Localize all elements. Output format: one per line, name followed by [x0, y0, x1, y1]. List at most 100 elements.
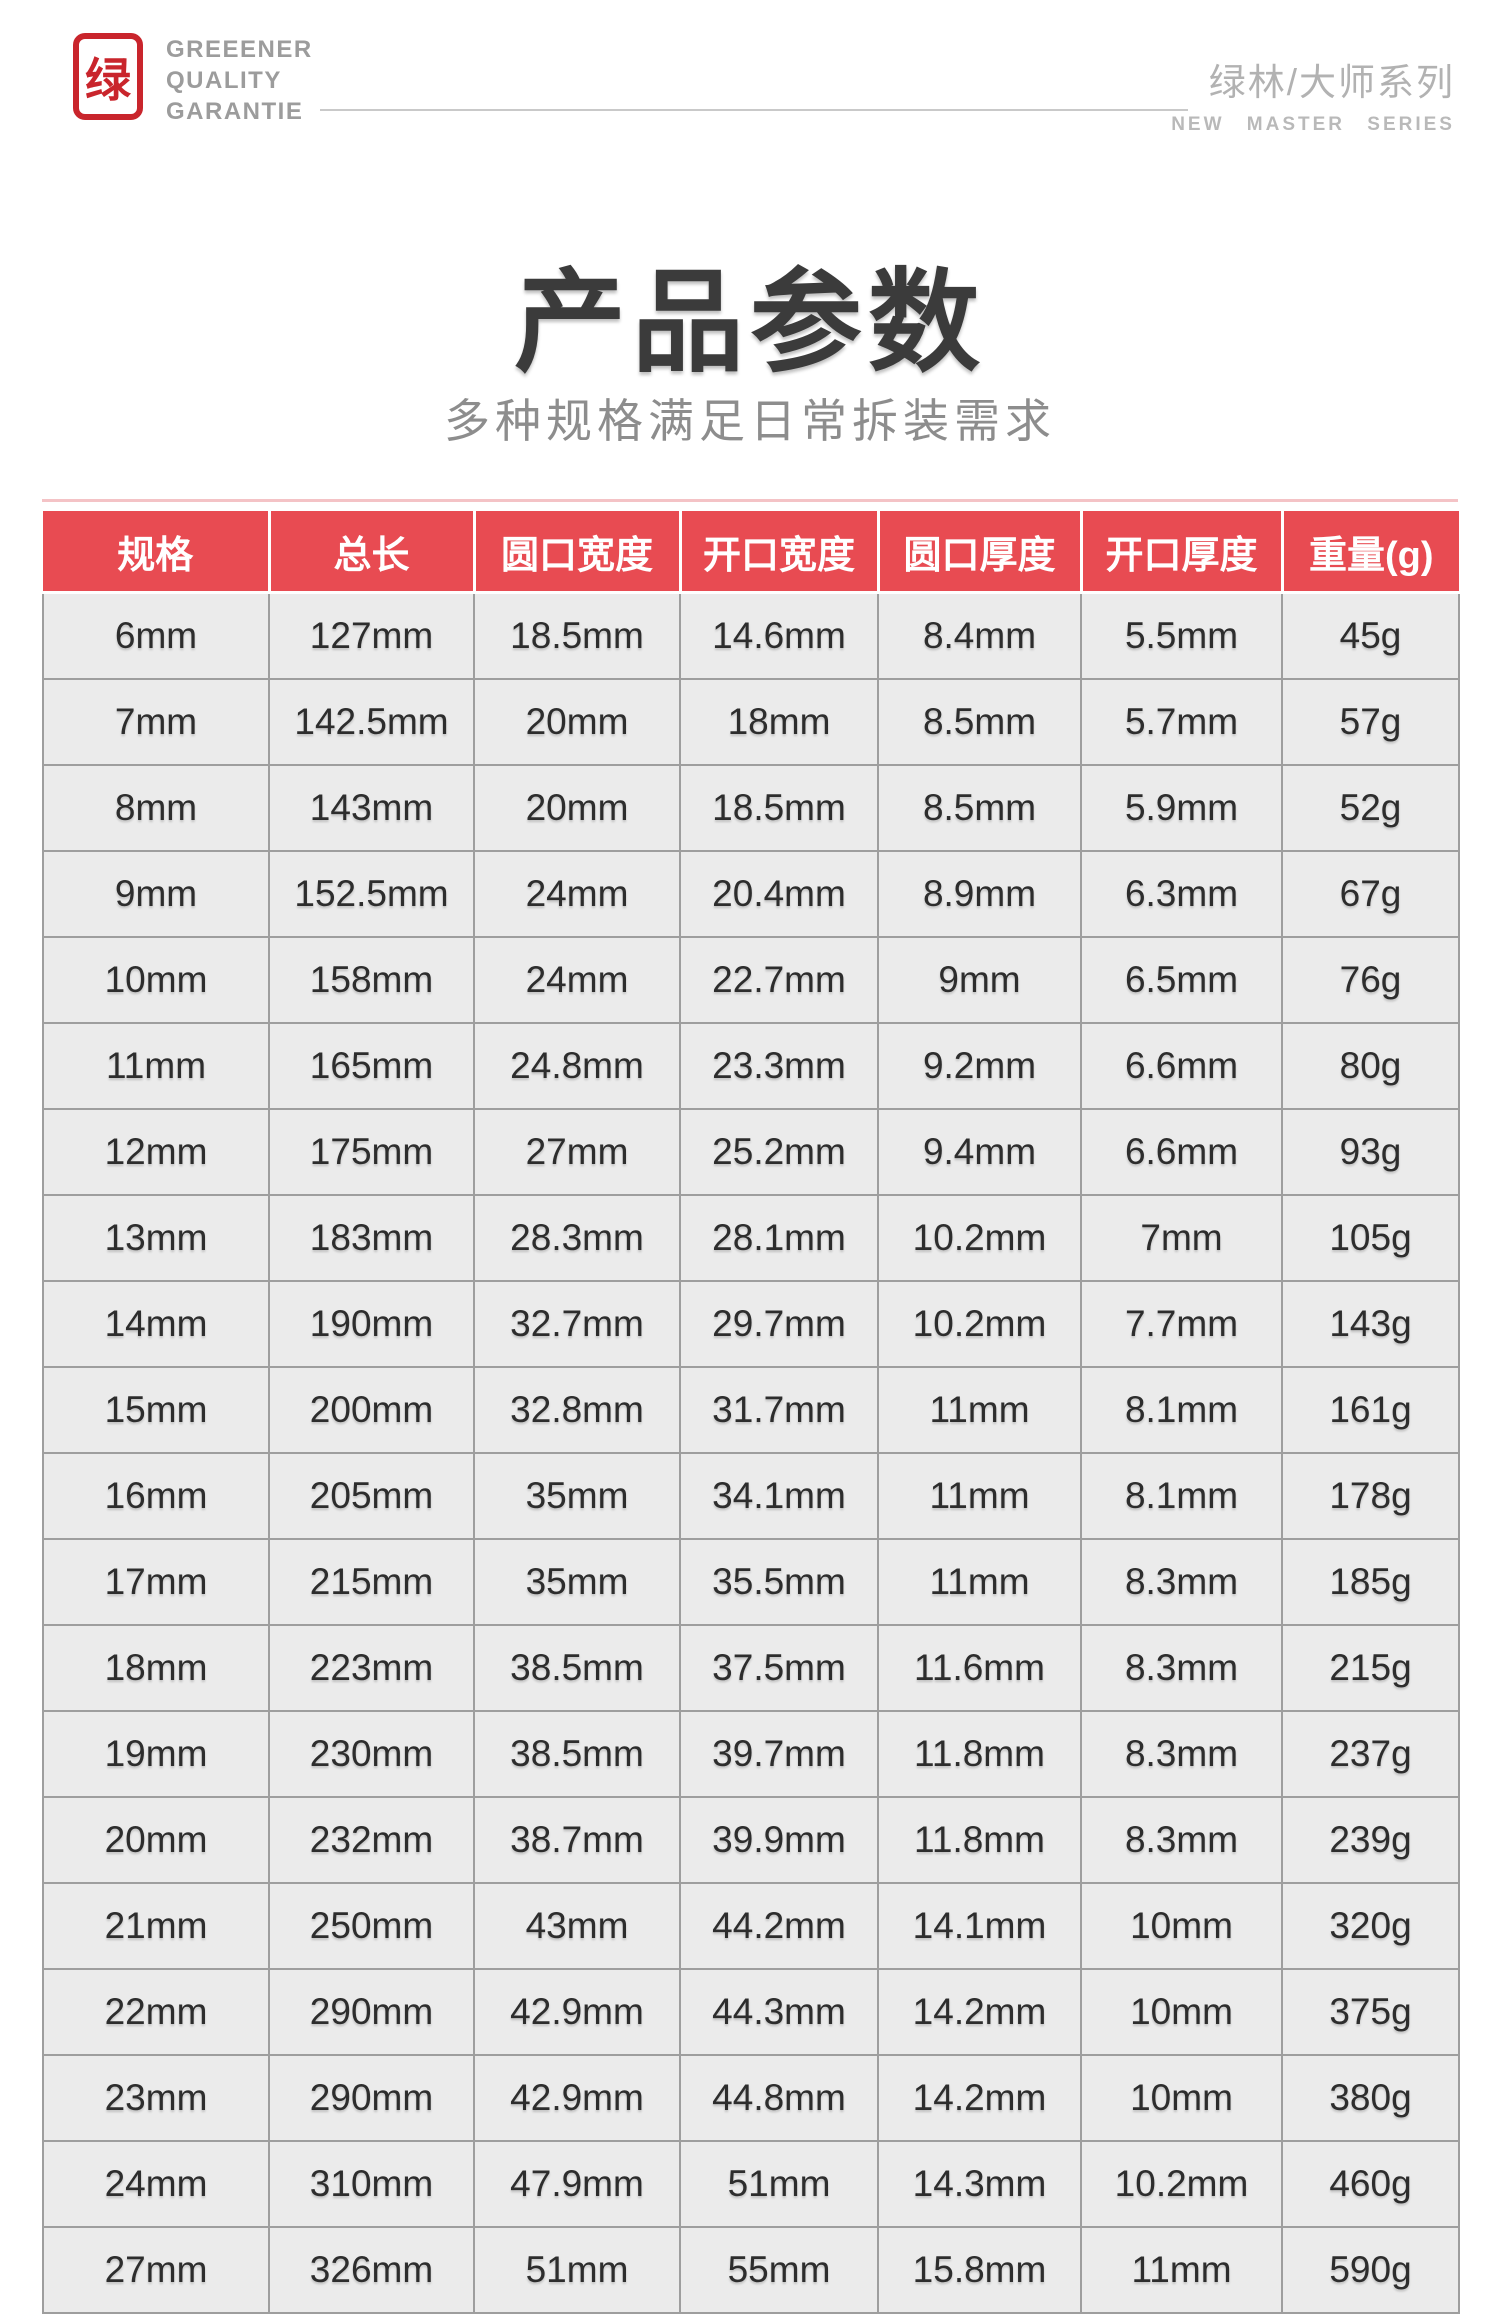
- table-cell: 8.4mm: [877, 591, 1082, 680]
- table-cell: 10mm: [1080, 2054, 1283, 2142]
- table-cell: 22mm: [42, 1968, 270, 2056]
- table-cell: 44.2mm: [679, 1882, 879, 1970]
- table-cell: 143mm: [268, 764, 475, 852]
- table-cell: 175mm: [268, 1108, 475, 1196]
- table-row: 11mm 165mm 24.8mm 23.3mm 9.2mm 6.6mm 80g: [42, 1022, 1460, 1110]
- brand-logo-text: GREEENER QUALITY GARANTIE: [166, 34, 313, 127]
- table-row: 27mm 326mm 51mm 55mm 15.8mm 11mm 590g: [42, 2226, 1460, 2314]
- table-cell: 20mm: [473, 764, 681, 852]
- table-cell: 9mm: [42, 850, 270, 938]
- table-cell: 15.8mm: [877, 2226, 1082, 2314]
- table-cell: 23.3mm: [679, 1022, 879, 1110]
- table-cell: 16mm: [42, 1452, 270, 1540]
- table-cell: 39.9mm: [679, 1796, 879, 1884]
- table-row: 7mm 142.5mm 20mm 18mm 8.5mm 5.7mm 57g: [42, 678, 1460, 766]
- table-row: 16mm 205mm 35mm 34.1mm 11mm 8.1mm 178g: [42, 1452, 1460, 1540]
- table-cell: 44.8mm: [679, 2054, 879, 2142]
- table-row: 6mm 127mm 18.5mm 14.6mm 8.4mm 5.5mm 45g: [42, 591, 1460, 680]
- table-cell: 18.5mm: [679, 764, 879, 852]
- table-cell: 15mm: [42, 1366, 270, 1454]
- table-row: 9mm 152.5mm 24mm 20.4mm 8.9mm 6.3mm 67g: [42, 850, 1460, 938]
- header-divider-line: [320, 109, 1188, 111]
- table-row: 21mm 250mm 43mm 44.2mm 14.1mm 10mm 320g: [42, 1882, 1460, 1970]
- table-cell: 105g: [1281, 1194, 1460, 1282]
- table-cell: 10mm: [1080, 1968, 1283, 2056]
- table-cell: 10.2mm: [877, 1194, 1082, 1282]
- table-cell: 17mm: [42, 1538, 270, 1626]
- brand-seal-icon: 绿: [73, 33, 143, 120]
- table-cell: 76g: [1281, 936, 1460, 1024]
- table-cell: 165mm: [268, 1022, 475, 1110]
- table-cell: 35mm: [473, 1538, 681, 1626]
- table-cell: 37.5mm: [679, 1624, 879, 1712]
- table-row: 20mm 232mm 38.7mm 39.9mm 11.8mm 8.3mm 239g: [42, 1796, 1460, 1884]
- column-header-1: 总长: [267, 511, 476, 594]
- table-cell: 67g: [1281, 850, 1460, 938]
- table-cell: 11.8mm: [877, 1710, 1082, 1798]
- table-cell: 11mm: [1080, 2226, 1283, 2314]
- table-cell: 20mm: [473, 678, 681, 766]
- table-cell: 20.4mm: [679, 850, 879, 938]
- table-cell: 185g: [1281, 1538, 1460, 1626]
- table-cell: 380g: [1281, 2054, 1460, 2142]
- table-cell: 8mm: [42, 764, 270, 852]
- table-cell: 39.7mm: [679, 1710, 879, 1798]
- spec-table-container: 规格 总长 圆口宽度 开口宽度 圆口厚度 开口厚度 重量(g) 6mm 127mm 18.5mm…: [42, 511, 1460, 2314]
- table-row: 18mm 223mm 38.5mm 37.5mm 11.6mm 8.3mm 215g: [42, 1624, 1460, 1712]
- column-header-4: 圆口厚度: [876, 511, 1083, 594]
- table-cell: 80g: [1281, 1022, 1460, 1110]
- table-cell: 10mm: [1080, 1882, 1283, 1970]
- table-cell: 27mm: [42, 2226, 270, 2314]
- table-cell: 10.2mm: [877, 1280, 1082, 1368]
- table-cell: 11mm: [877, 1452, 1082, 1540]
- table-cell: 5.7mm: [1080, 678, 1283, 766]
- table-cell: 18.5mm: [473, 591, 681, 680]
- table-cell: 239g: [1281, 1796, 1460, 1884]
- table-cell: 18mm: [42, 1624, 270, 1712]
- table-row: 15mm 200mm 32.8mm 31.7mm 11mm 8.1mm 161g: [42, 1366, 1460, 1454]
- table-cell: 320g: [1281, 1882, 1460, 1970]
- table-cell: 8.5mm: [877, 764, 1082, 852]
- table-cell: 6mm: [42, 591, 270, 680]
- table-cell: 158mm: [268, 936, 475, 1024]
- table-cell: 6.5mm: [1080, 936, 1283, 1024]
- table-cell: 161g: [1281, 1366, 1460, 1454]
- table-row: 19mm 230mm 38.5mm 39.7mm 11.8mm 8.3mm 237g: [42, 1710, 1460, 1798]
- table-cell: 5.9mm: [1080, 764, 1283, 852]
- table-cell: 38.7mm: [473, 1796, 681, 1884]
- table-cell: 14.1mm: [877, 1882, 1082, 1970]
- series-label-block: 绿林/大师系列 NEW MASTER SERIES: [1171, 52, 1455, 136]
- table-cell: 290mm: [268, 1968, 475, 2056]
- table-cell: 8.9mm: [877, 850, 1082, 938]
- table-cell: 11mm: [42, 1022, 270, 1110]
- table-row: 12mm 175mm 27mm 25.2mm 9.4mm 6.6mm 93g: [42, 1108, 1460, 1196]
- page-title: 产品参数: [514, 260, 986, 385]
- table-cell: 14mm: [42, 1280, 270, 1368]
- page-subtitle: 多种规格满足日常拆装需求: [444, 395, 1056, 447]
- column-header-3: 开口宽度: [678, 511, 880, 594]
- series-name-en: NEW MASTER SERIES: [1171, 114, 1455, 135]
- table-cell: 27mm: [473, 1108, 681, 1196]
- table-cell: 250mm: [268, 1882, 475, 1970]
- table-cell: 32.8mm: [473, 1366, 681, 1454]
- table-row: 23mm 290mm 42.9mm 44.8mm 14.2mm 10mm 380g: [42, 2054, 1460, 2142]
- column-header-0: 规格: [43, 511, 271, 594]
- table-cell: 25.2mm: [679, 1108, 879, 1196]
- table-cell: 52g: [1281, 764, 1460, 852]
- table-cell: 215g: [1281, 1624, 1460, 1712]
- column-header-2: 圆口宽度: [472, 511, 682, 594]
- table-cell: 14.2mm: [877, 2054, 1082, 2142]
- table-cell: 42.9mm: [473, 1968, 681, 2056]
- table-cell: 28.3mm: [473, 1194, 681, 1282]
- table-cell: 310mm: [268, 2140, 475, 2228]
- table-cell: 8.3mm: [1080, 1796, 1283, 1884]
- table-cell: 11mm: [877, 1538, 1082, 1626]
- table-cell: 14.2mm: [877, 1968, 1082, 2056]
- table-cell: 127mm: [268, 591, 475, 680]
- table-cell: 14.3mm: [877, 2140, 1082, 2228]
- table-cell: 44.3mm: [679, 1968, 879, 2056]
- series-name-cn: 绿林/大师系列: [1208, 62, 1455, 103]
- table-cell: 460g: [1281, 2140, 1460, 2228]
- table-cell: 24mm: [473, 936, 681, 1024]
- table-row: 22mm 290mm 42.9mm 44.3mm 14.2mm 10mm 375g: [42, 1968, 1460, 2056]
